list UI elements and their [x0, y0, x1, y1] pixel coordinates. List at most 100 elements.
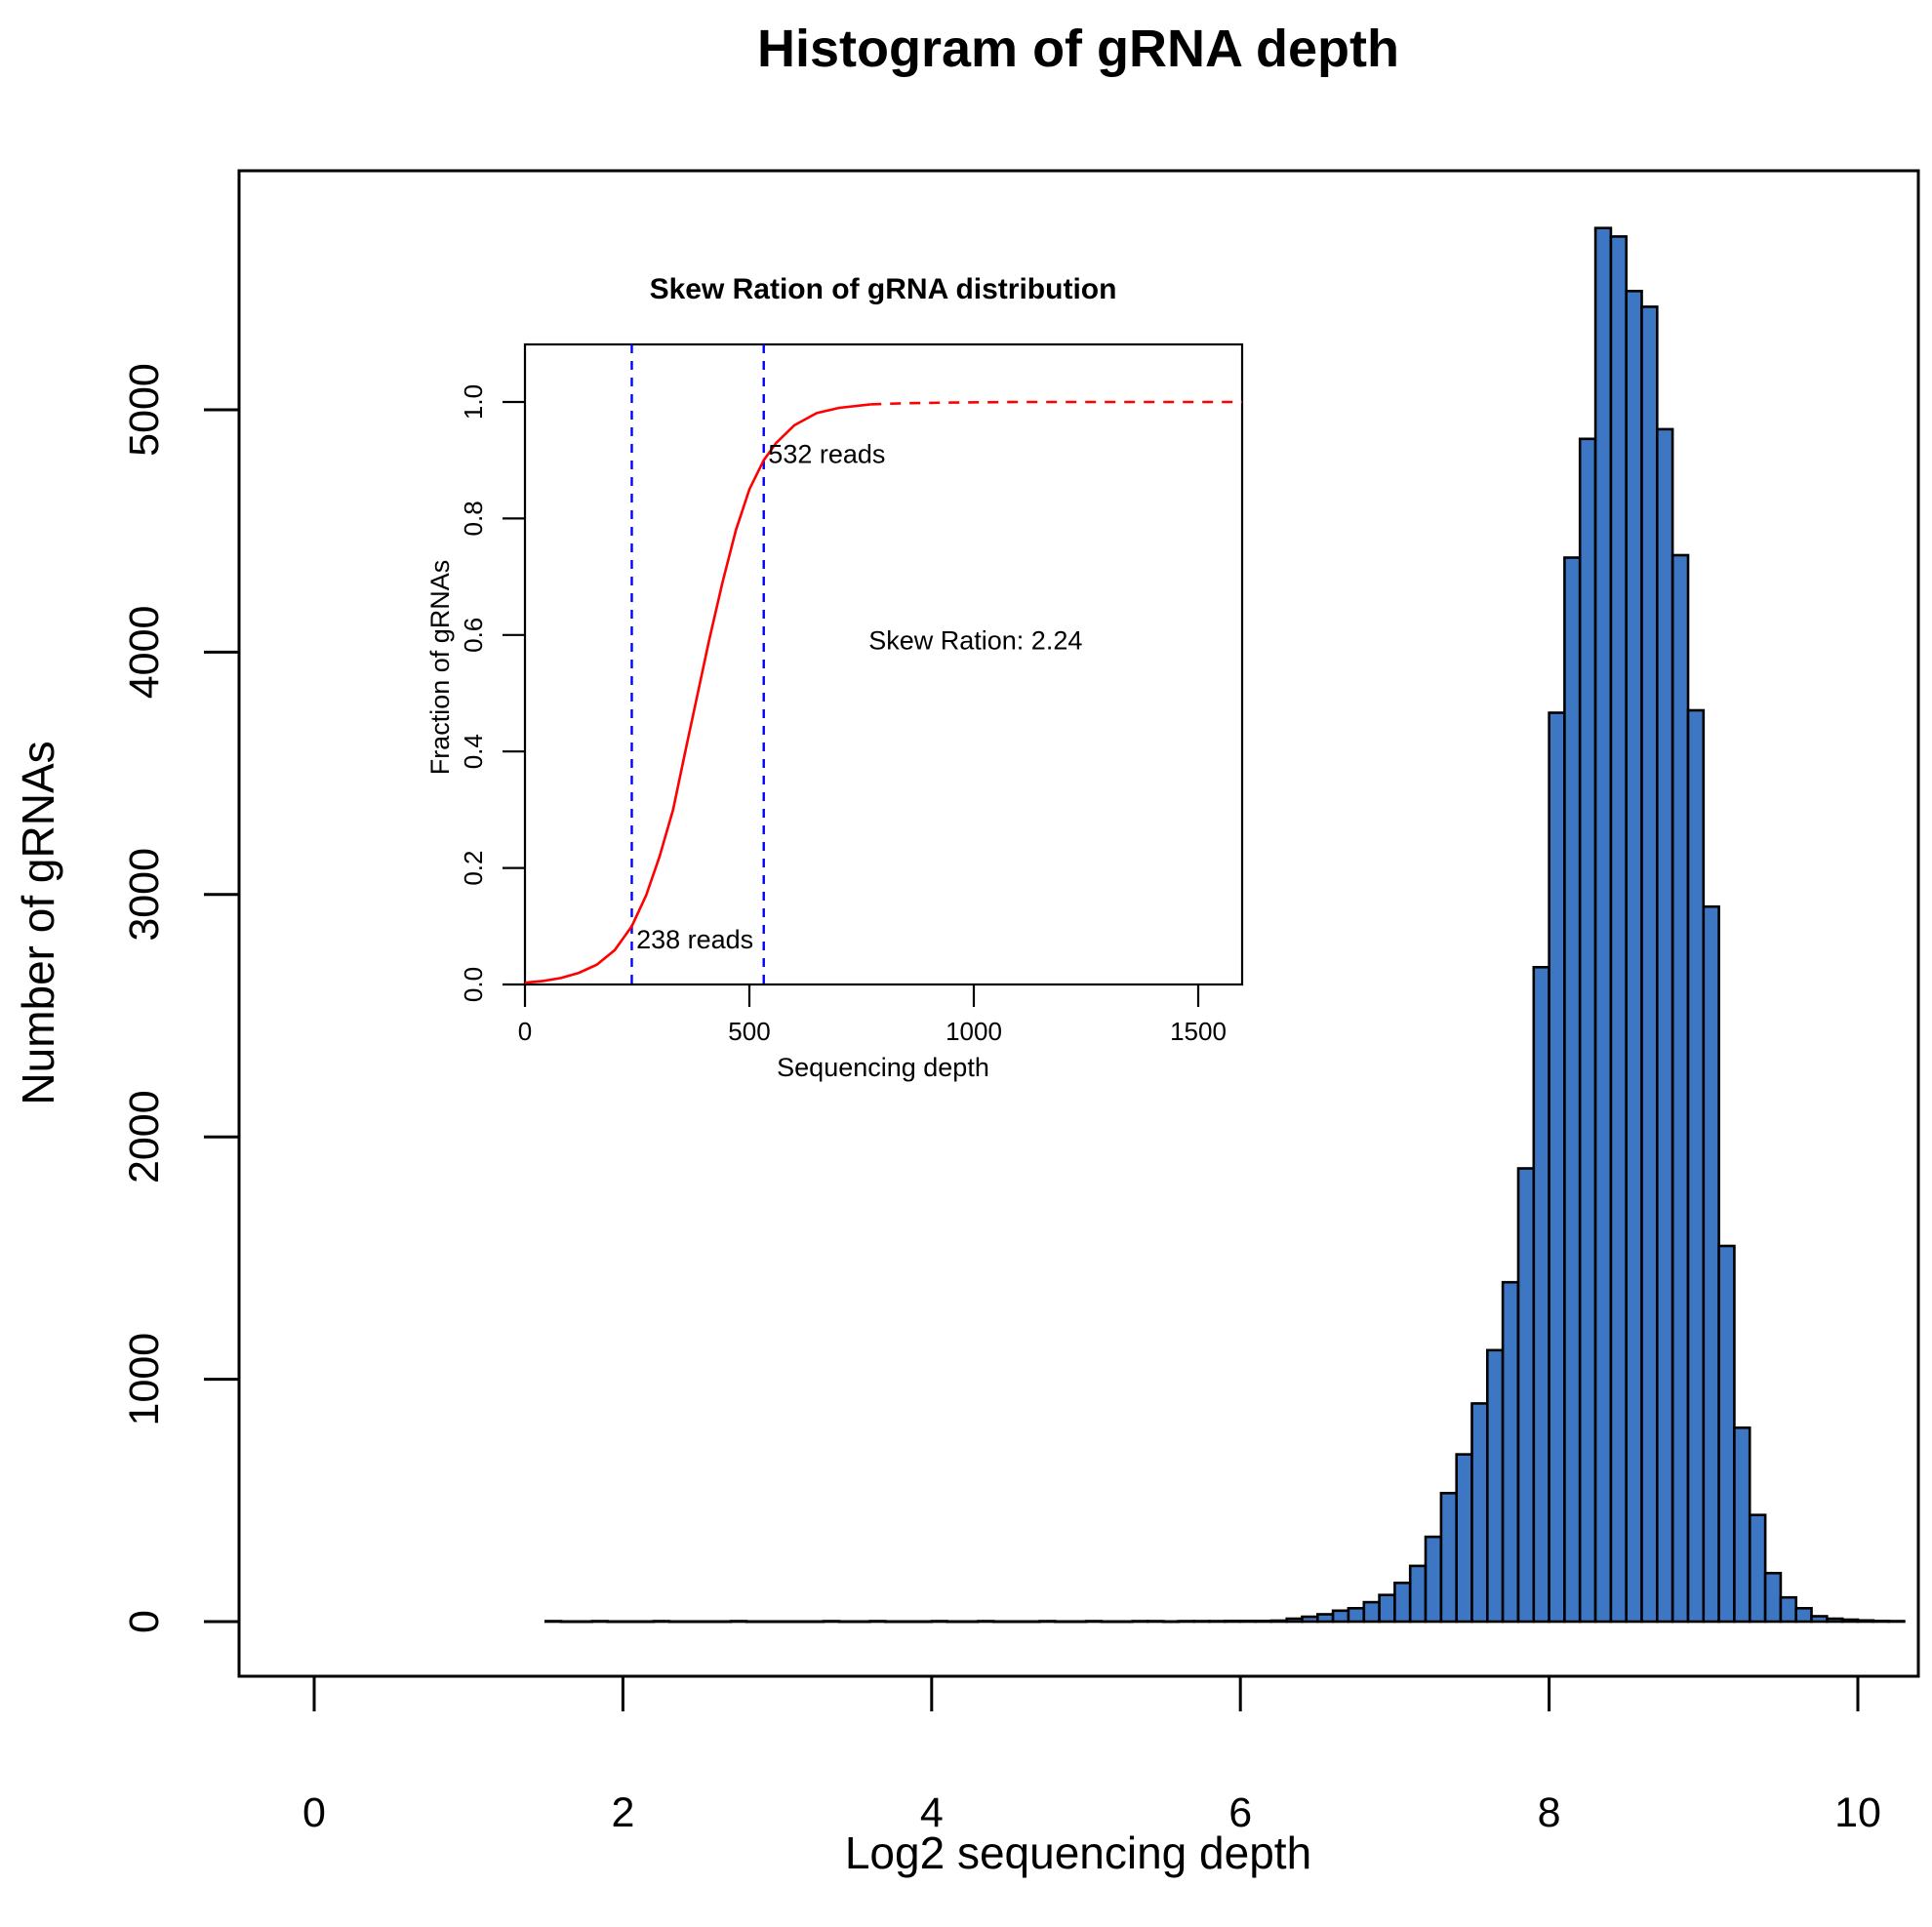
y-tick-label: 5000: [121, 363, 168, 457]
histogram-bar: [1439, 1492, 1459, 1624]
histogram-bar: [930, 1620, 948, 1624]
histogram-bar: [1548, 711, 1566, 1624]
histogram-bar: [1301, 1615, 1319, 1624]
y-tick-label: 3000: [121, 848, 168, 942]
inset-x-tick-label: 0: [518, 1017, 532, 1046]
histogram-bar: [1563, 556, 1582, 1624]
histogram-bar: [1254, 1620, 1273, 1624]
inset-x-tick-label: 500: [728, 1017, 770, 1046]
histogram-bar: [1455, 1453, 1473, 1624]
histogram-bar: [1717, 1244, 1736, 1624]
histogram-bar: [1470, 1402, 1489, 1624]
main-y-axis-ticks: 0 1000 2000 3000 4000 5000: [121, 363, 239, 1633]
histogram-bars: [543, 226, 1906, 1624]
histogram-bar: [1393, 1582, 1412, 1624]
main-title: Histogram of gRNA depth: [757, 20, 1399, 78]
histogram-bar: [868, 1620, 887, 1624]
x-tick-label: 8: [1538, 1789, 1561, 1836]
annotation-text: 238 reads: [636, 925, 753, 954]
histogram-bar: [1378, 1593, 1396, 1624]
histogram-bar: [1177, 1620, 1196, 1624]
histogram-bar: [1702, 904, 1720, 1624]
histogram-bar: [1532, 965, 1550, 1624]
x-tick-label: 6: [1228, 1789, 1252, 1836]
main-x-axis-label: Log2 sequencing depth: [845, 1827, 1311, 1878]
histogram-bar: [1362, 1600, 1381, 1624]
histogram-bar: [590, 1620, 609, 1624]
histogram-bar: [1749, 1513, 1767, 1624]
inset-y-tick-label: 0.6: [459, 618, 488, 653]
inset-y-axis-ticks: 0.0 0.2 0.4 0.6 0.8 1.0: [459, 384, 525, 1002]
histogram-bar: [1486, 1348, 1505, 1624]
inset-annotations: 532 reads 238 reads Skew Ration: 2.24: [636, 440, 1082, 954]
histogram-bar: [1840, 1618, 1860, 1624]
histogram-bar: [1131, 1620, 1149, 1624]
inset-x-tick-label: 1500: [1170, 1017, 1227, 1046]
main-plot-box: [237, 169, 1920, 1678]
inset-y-tick-label: 0.4: [459, 734, 488, 769]
x-tick-label: 0: [302, 1789, 326, 1836]
histogram-bar: [543, 1620, 563, 1624]
threshold-lines: [630, 344, 765, 984]
inset-y-axis-label: Fraction of gRNAs: [425, 560, 455, 776]
histogram-bar: [1609, 235, 1629, 1624]
histogram-bar: [1887, 1620, 1906, 1624]
cdf-curve-solid: [524, 403, 871, 984]
annotation-text: 532 reads: [768, 440, 885, 469]
histogram-bar: [1763, 1572, 1783, 1624]
histogram-bar: [1347, 1607, 1366, 1624]
histogram-bar: [1686, 708, 1706, 1624]
histogram-bar: [1238, 1620, 1258, 1624]
x-tick-label: 2: [611, 1789, 634, 1836]
histogram-bar: [1640, 305, 1659, 1624]
histogram-bar: [1826, 1617, 1844, 1624]
main-y-axis-label: Number of gRNAs: [13, 741, 63, 1104]
histogram-bar: [1578, 437, 1597, 1624]
histogram-bar: [1084, 1620, 1104, 1624]
histogram-bar: [1872, 1620, 1890, 1624]
x-tick-label: 4: [920, 1789, 944, 1836]
inset-y-tick-label: 0.8: [459, 501, 488, 536]
inset-plot: Skew Ration of gRNA distribution 0 500 100…: [425, 273, 1244, 1082]
inset-y-tick-label: 0.2: [459, 851, 488, 886]
y-tick-label: 2000: [121, 1090, 168, 1184]
histogram-bar: [1779, 1595, 1798, 1624]
histogram-bar: [1408, 1564, 1428, 1624]
histogram-bar: [1147, 1620, 1165, 1624]
histogram-bar: [1516, 1167, 1536, 1624]
histogram-bar: [1794, 1607, 1813, 1624]
annotation-text: Skew Ration: 2.24: [868, 626, 1082, 656]
histogram-bar: [1192, 1620, 1211, 1624]
histogram-bar: [1810, 1615, 1829, 1624]
histogram-bar: [729, 1620, 748, 1624]
histogram-bar: [1224, 1620, 1242, 1624]
histogram-bar: [1316, 1613, 1335, 1624]
main-x-axis-ticks: 0 2 4 6 8 10: [302, 1676, 1881, 1836]
histogram-bar: [1733, 1426, 1751, 1624]
inset-x-tick-label: 1000: [946, 1017, 1002, 1046]
cdf-curve-dashed: [870, 400, 1243, 406]
inset-plot-box: [523, 342, 1244, 986]
histogram-bar: [1856, 1619, 1875, 1624]
histogram-bar: [1593, 226, 1613, 1624]
main-plot: Histogram of gRNA depth 0 2 4 6 8 10 0 1000 200…: [13, 20, 1920, 1878]
y-tick-label: 4000: [121, 606, 168, 700]
y-tick-label: 1000: [121, 1333, 168, 1426]
histogram-bar: [1269, 1619, 1288, 1624]
histogram-bar: [822, 1620, 841, 1624]
y-tick-label: 0: [121, 1610, 168, 1633]
inset-y-tick-label: 0.0: [459, 967, 488, 1002]
inset-y-tick-label: 1.0: [459, 384, 488, 420]
inset-x-axis-ticks: 0 500 1000 1500: [518, 984, 1227, 1046]
inset-title: Skew Ration of gRNA distribution: [650, 273, 1117, 305]
histogram-bar: [652, 1620, 671, 1624]
histogram-bar: [1625, 289, 1643, 1624]
x-tick-label: 10: [1834, 1789, 1881, 1836]
histogram-bar: [1285, 1617, 1304, 1624]
inset-x-axis-label: Sequencing depth: [777, 1053, 989, 1082]
histogram-bar: [1038, 1620, 1057, 1624]
histogram-bar: [1501, 1280, 1520, 1624]
histogram-bar: [1208, 1620, 1227, 1624]
